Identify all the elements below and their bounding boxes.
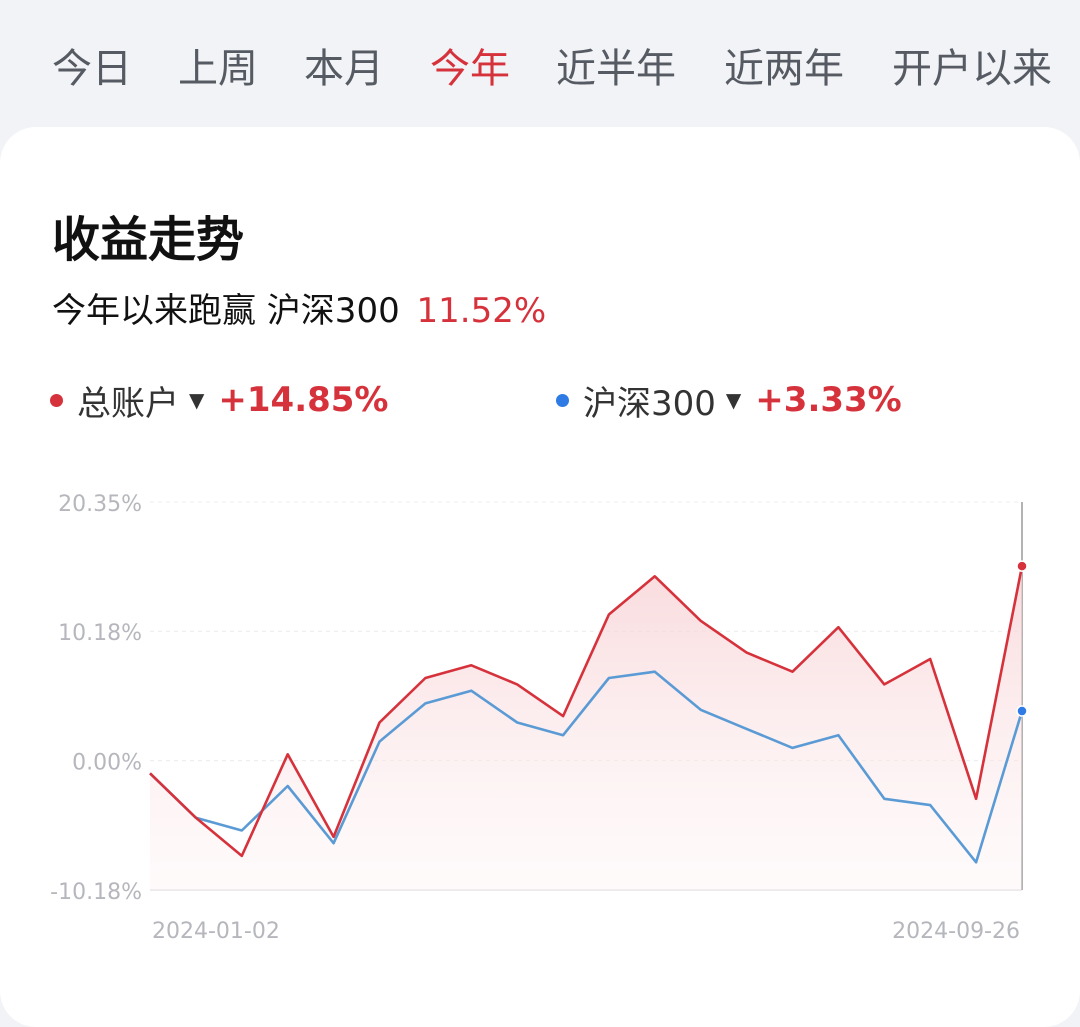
series-end-point-index [1016, 705, 1028, 717]
y-tick-label: 10.18% [58, 621, 142, 646]
card-title: 收益走势 [52, 212, 245, 268]
chevron-down-icon[interactable]: ▼ [725, 388, 742, 412]
legend-index-name: 沪深300 [583, 383, 716, 424]
tab-two-years[interactable]: 近两年 [724, 46, 844, 92]
series-end-point-account [1016, 560, 1028, 572]
tab-last-week[interactable]: 上周 [178, 46, 258, 92]
index-dot-icon [556, 393, 569, 407]
y-tick-label: 0.00% [72, 751, 142, 776]
legend-account-value: +14.85% [218, 380, 389, 420]
outperform-summary: 今年以来跑赢 沪深300 11.52% [52, 283, 546, 332]
x-tick-label: 2024-09-26 [892, 919, 1020, 944]
legend-index-value: +3.33% [755, 380, 902, 420]
outperform-text: 今年以来跑赢 沪深300 [52, 291, 400, 331]
tab-this-month[interactable]: 本月 [304, 46, 384, 92]
y-tick-label: 20.35% [58, 492, 142, 517]
period-tabs: 今日 上周 本月 今年 近半年 近两年 开户以来 [0, 0, 1080, 120]
tab-today[interactable]: 今日 [52, 46, 132, 92]
series-line-index [149, 670, 1024, 864]
tab-half-year[interactable]: 近半年 [556, 46, 676, 92]
legend-account-name: 总账户 [77, 383, 179, 424]
tab-since-opening[interactable]: 开户以来 [892, 46, 1052, 92]
series-line-account [149, 565, 1024, 858]
legend-account[interactable]: 总账户 ▼ +14.85% [50, 378, 389, 424]
tab-this-year[interactable]: 今年 [430, 46, 510, 92]
account-dot-icon [50, 393, 63, 407]
y-tick-label: -10.18% [50, 880, 142, 905]
x-tick-label: 2024-01-02 [152, 919, 280, 944]
account-area-fill [150, 566, 1022, 890]
chevron-down-icon[interactable]: ▼ [189, 388, 205, 412]
outperform-value: 11.52% [416, 291, 547, 331]
legend-index[interactable]: 沪深300 ▼ +3.33% [556, 378, 902, 424]
